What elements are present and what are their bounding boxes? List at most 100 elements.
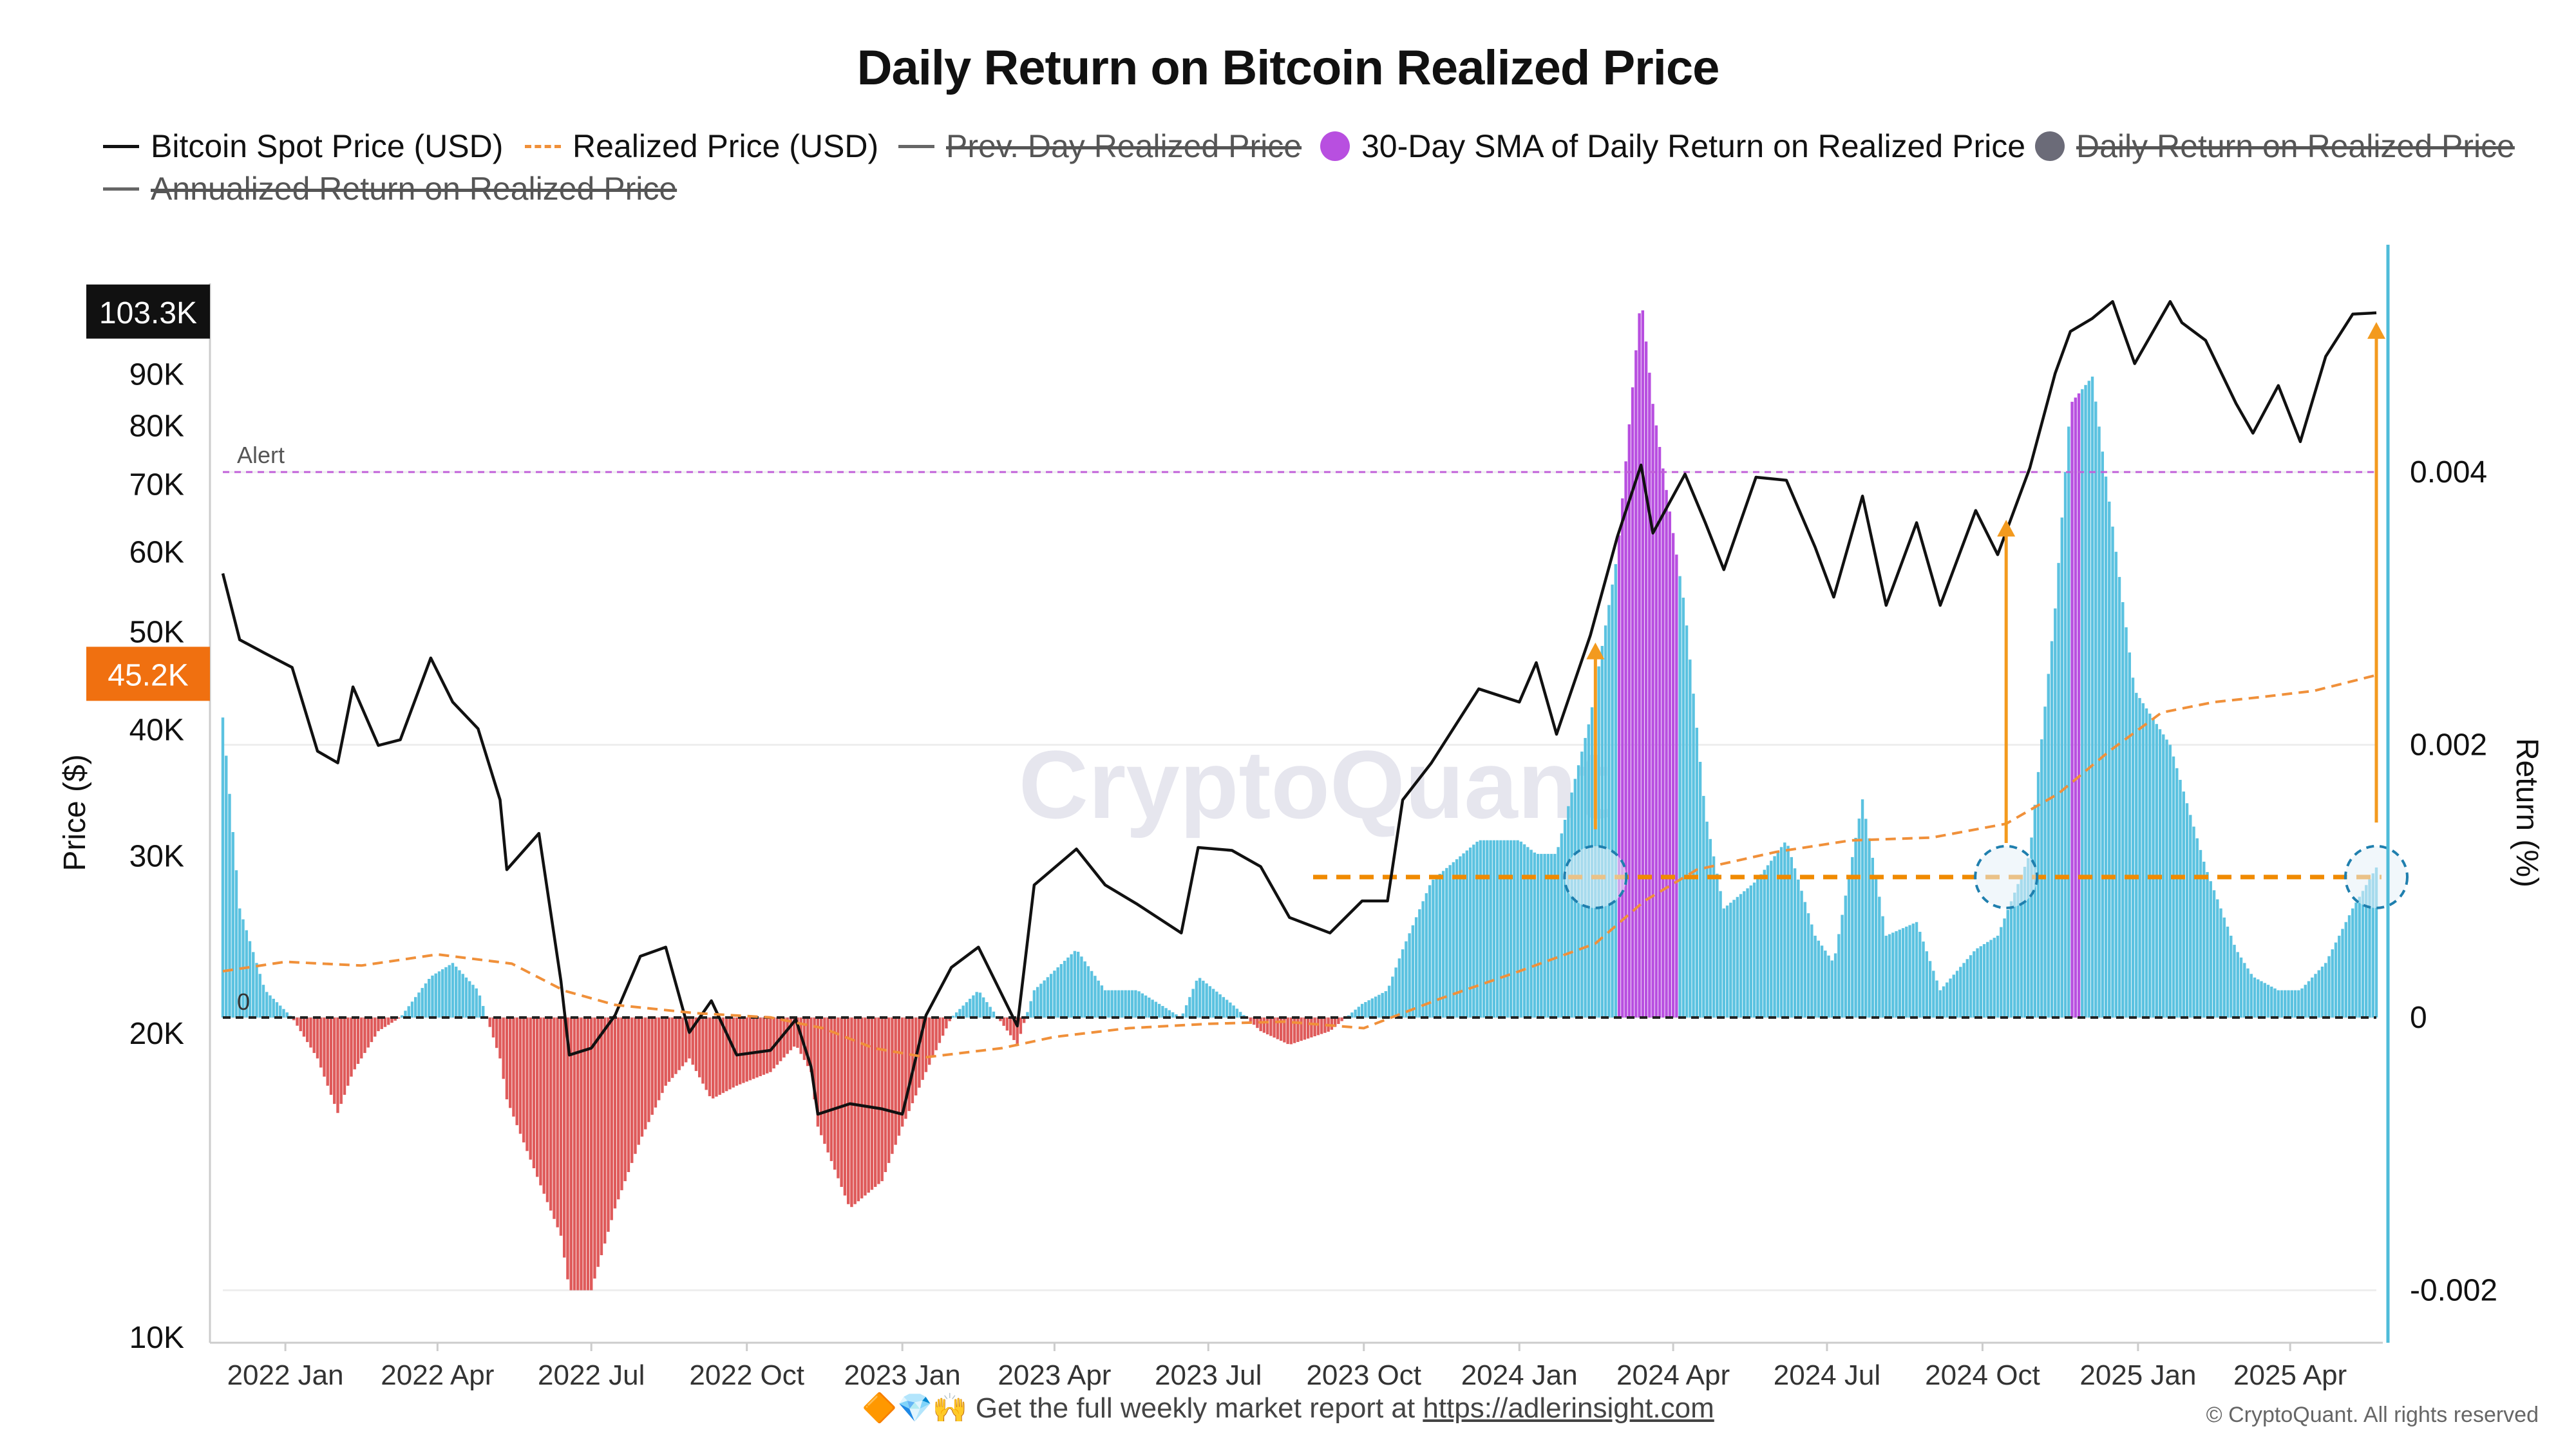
sma-bar bbox=[921, 1018, 924, 1080]
sma-bar bbox=[965, 1002, 969, 1018]
legend-item-4[interactable]: 30-Day SMA of Daily Return on Realized P… bbox=[1320, 128, 2025, 165]
sma-bar bbox=[542, 1018, 545, 1194]
sma-bar bbox=[2117, 576, 2121, 1018]
watermark-text: CryptoQuant bbox=[1019, 730, 1609, 838]
sma-bar bbox=[1452, 862, 1455, 1018]
legend-item-5[interactable]: Daily Return on Realized Price bbox=[2035, 128, 2515, 165]
sma-bar bbox=[789, 1018, 793, 1050]
sma-bar bbox=[2189, 815, 2192, 1018]
sma-bar bbox=[1313, 1018, 1316, 1037]
sma-bar bbox=[1600, 645, 1604, 1018]
sma-bar bbox=[1817, 940, 1821, 1018]
sma-bar bbox=[1391, 976, 1394, 1018]
sma-bar bbox=[860, 1018, 864, 1198]
sma-bar bbox=[1211, 989, 1215, 1018]
sma-bar bbox=[1908, 925, 1911, 1018]
sma-bar bbox=[569, 1018, 573, 1291]
sma-bar bbox=[1094, 976, 1097, 1018]
sma-bar bbox=[738, 1018, 742, 1084]
footer-link[interactable]: https://adlerinsight.com bbox=[1423, 1392, 1714, 1424]
sma-bar bbox=[441, 969, 444, 1018]
sma-bar bbox=[1982, 943, 1986, 1018]
sma-bar bbox=[455, 966, 458, 1018]
sma-bar bbox=[1719, 891, 1722, 1018]
sma-bar bbox=[2344, 922, 2347, 1018]
sma-bar bbox=[1296, 1018, 1300, 1042]
sma-bar bbox=[2162, 734, 2165, 1018]
sma-bar bbox=[296, 1018, 299, 1026]
sma-bar bbox=[1752, 882, 1756, 1018]
sma-bar bbox=[782, 1018, 786, 1058]
sma-bar bbox=[2212, 890, 2216, 1018]
legend-item-6[interactable]: Annualized Return on Realized Price bbox=[103, 170, 677, 207]
sma-bar bbox=[2054, 608, 2057, 1018]
sma-bar bbox=[1861, 799, 1864, 1018]
legend-item-2[interactable]: Realized Price (USD) bbox=[525, 128, 878, 165]
sma-bar bbox=[1786, 846, 1790, 1018]
sma-bar bbox=[1016, 1018, 1019, 1045]
sma-bar bbox=[1151, 999, 1154, 1018]
sma-bar bbox=[1868, 838, 1871, 1018]
sma-bar bbox=[2098, 426, 2101, 1018]
sma-bar bbox=[2260, 981, 2263, 1018]
sma-bar bbox=[1222, 997, 1226, 1018]
highlight-circle bbox=[1563, 844, 1628, 909]
sma-bar bbox=[1922, 942, 1925, 1018]
sma-bar bbox=[1965, 959, 1969, 1018]
sma-bar bbox=[1793, 868, 1797, 1018]
y-left-tick-label: 20K bbox=[129, 1017, 184, 1051]
sma-bar bbox=[654, 1018, 658, 1108]
sma-bar bbox=[1286, 1018, 1289, 1045]
sma-bar bbox=[1053, 971, 1056, 1018]
legend-item-3[interactable]: Prev. Day Realized Price bbox=[898, 128, 1302, 165]
sma-bar bbox=[1797, 879, 1800, 1018]
sma-bar bbox=[1949, 978, 1952, 1018]
sma-bar bbox=[1141, 993, 1144, 1018]
sma-bar bbox=[437, 971, 441, 1018]
sma-bar bbox=[2114, 551, 2117, 1018]
sma-bar bbox=[2351, 908, 2354, 1018]
sma-bar bbox=[627, 1018, 630, 1172]
sma-bar bbox=[1364, 1002, 1367, 1018]
sma-bar bbox=[1310, 1018, 1313, 1037]
sma-bar bbox=[857, 1018, 860, 1202]
sma-bar bbox=[285, 1012, 289, 1018]
sma-bar bbox=[833, 1018, 837, 1170]
sma-bar bbox=[2128, 652, 2131, 1018]
legend-item-1[interactable]: Bitcoin Spot Price (USD) bbox=[103, 128, 503, 165]
sma-bar bbox=[978, 992, 982, 1018]
sma-bar bbox=[590, 1018, 593, 1291]
x-tick-label: 2023 Oct bbox=[1306, 1359, 1421, 1391]
sma-bar bbox=[1495, 840, 1499, 1018]
sma-bar bbox=[2138, 697, 2141, 1018]
sma-bar bbox=[1918, 931, 1922, 1018]
sma-bar bbox=[813, 1018, 816, 1100]
sma-bar bbox=[667, 1018, 671, 1082]
sma-bar bbox=[2199, 849, 2202, 1018]
sma-bar bbox=[1624, 461, 1627, 1018]
sma-bar bbox=[2165, 739, 2168, 1018]
sma-bar bbox=[1080, 956, 1083, 1018]
sma-bar bbox=[1127, 990, 1131, 1018]
sma-bar bbox=[1232, 1005, 1235, 1018]
sma-bar bbox=[553, 1018, 556, 1219]
sma-bar bbox=[2145, 708, 2148, 1018]
sma-bar bbox=[1820, 945, 1824, 1018]
sma-bar bbox=[1168, 1010, 1171, 1018]
y-left-tick-label: 90K bbox=[129, 358, 184, 392]
sma-bar bbox=[806, 1018, 810, 1066]
sma-bar bbox=[1881, 916, 1884, 1018]
x-tick-label: 2023 Jan bbox=[844, 1359, 961, 1391]
sma-bar bbox=[424, 983, 428, 1018]
sma-bar bbox=[1644, 341, 1648, 1018]
sma-bar bbox=[934, 1018, 938, 1050]
sma-bar bbox=[748, 1018, 752, 1081]
sma-bar bbox=[640, 1018, 644, 1137]
sma-bar bbox=[1350, 1012, 1354, 1018]
sma-bar bbox=[1046, 977, 1050, 1018]
sma-bar bbox=[512, 1018, 515, 1117]
sma-bar bbox=[657, 1018, 661, 1101]
sma-bar bbox=[1901, 928, 1905, 1018]
x-tick-label: 2022 Jan bbox=[227, 1359, 344, 1391]
sma-bar bbox=[1448, 865, 1452, 1018]
